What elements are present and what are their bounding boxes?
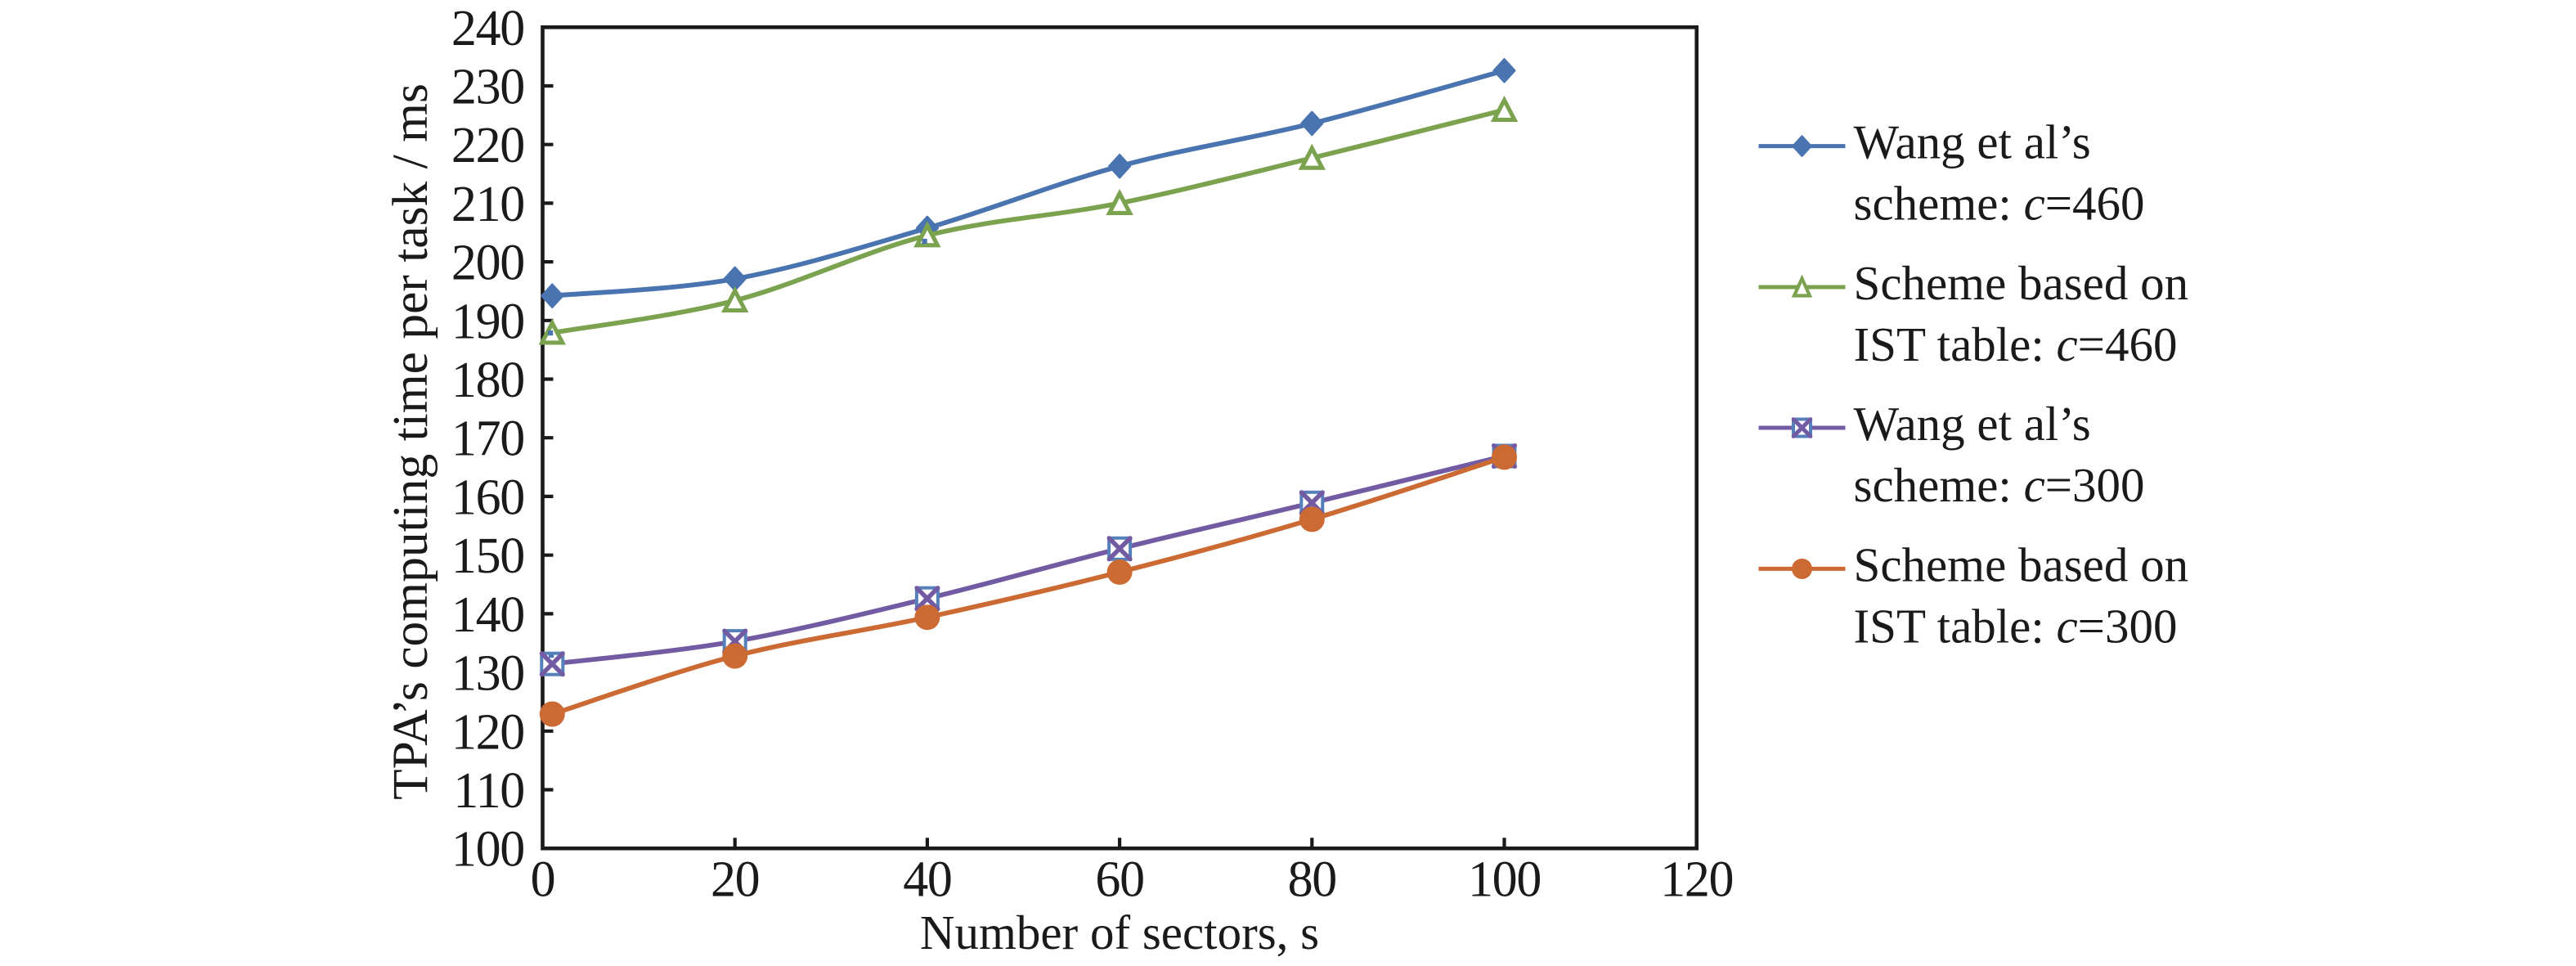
svg-text:120: 120 (1660, 852, 1733, 908)
svg-text:110: 110 (453, 763, 524, 819)
svg-text:220: 220 (451, 118, 524, 173)
svg-text:100: 100 (1468, 852, 1541, 908)
svg-text:180: 180 (451, 353, 524, 408)
svg-text:230: 230 (451, 60, 524, 115)
svg-text:IST table: c=300: IST table: c=300 (1854, 599, 2178, 653)
svg-text:Number of sectors, s: Number of sectors, s (920, 905, 1319, 959)
svg-text:140: 140 (451, 587, 524, 643)
svg-text:210: 210 (451, 177, 524, 232)
svg-text:240: 240 (451, 1, 524, 56)
svg-text:40: 40 (903, 852, 951, 908)
svg-text:Scheme based on: Scheme based on (1854, 537, 2189, 591)
svg-text:130: 130 (451, 646, 524, 702)
svg-text:IST table: c=460: IST table: c=460 (1854, 317, 2178, 371)
svg-text:Wang et al’s: Wang et al’s (1854, 115, 2091, 169)
svg-text:Wang et al’s: Wang et al’s (1854, 397, 2091, 451)
svg-text:scheme: c=300: scheme: c=300 (1854, 458, 2145, 512)
svg-text:100: 100 (451, 822, 524, 878)
svg-text:160: 160 (451, 470, 524, 525)
svg-text:TPA’s computing time per task: TPA’s computing time per task / ms (383, 83, 438, 800)
svg-text:20: 20 (711, 852, 759, 908)
svg-text:scheme: c=460: scheme: c=460 (1854, 177, 2145, 231)
svg-text:190: 190 (451, 294, 524, 349)
svg-text:Scheme based on: Scheme based on (1854, 256, 2189, 310)
svg-text:150: 150 (451, 528, 524, 584)
svg-text:170: 170 (451, 411, 524, 467)
svg-text:80: 80 (1288, 852, 1336, 908)
svg-text:200: 200 (451, 236, 524, 291)
svg-text:120: 120 (451, 704, 524, 760)
svg-text:0: 0 (531, 852, 555, 908)
svg-text:60: 60 (1095, 852, 1143, 908)
